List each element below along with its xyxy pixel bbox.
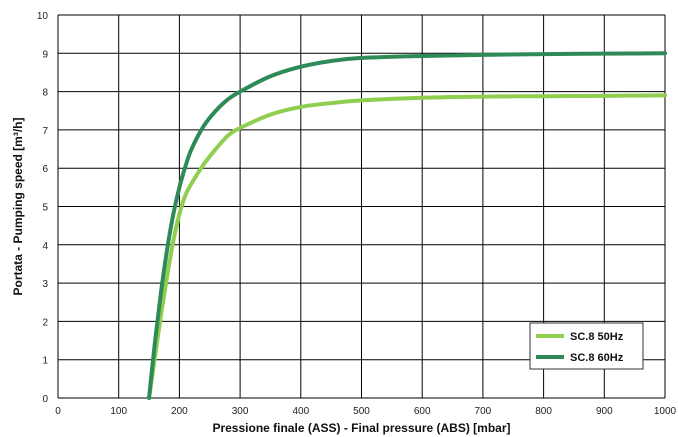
x-tick-label: 900 (596, 406, 613, 417)
y-axis-title: Portata - Pumping speed [m³/h] (11, 117, 25, 295)
x-tick-label: 700 (475, 406, 492, 417)
x-tick-label: 300 (232, 406, 249, 417)
y-tick-label: 8 (42, 88, 48, 99)
y-tick-label: 2 (42, 317, 48, 328)
y-axis-ticks: 0 1 2 3 4 5 6 7 8 9 10 (37, 11, 49, 405)
x-tick-label: 100 (110, 406, 127, 417)
legend-box (529, 322, 644, 370)
y-tick-label: 0 (42, 394, 48, 405)
series-line-sc-8-60hz (147, 51, 667, 400)
y-tick-label: 6 (42, 164, 48, 175)
series-layer (147, 51, 667, 400)
y-tick-label: 10 (37, 11, 49, 22)
y-tick-label: 1 (42, 356, 48, 367)
x-axis-title: Pressione finale (ASS) - Final pressure … (212, 421, 510, 435)
y-tick-label: 5 (42, 203, 48, 214)
legend-label-sc8-50hz: SC.8 50Hz (570, 331, 624, 343)
x-tick-label: 800 (535, 406, 552, 417)
x-tick-label: 500 (353, 406, 370, 417)
series-line-sc-8-50hz (147, 93, 667, 400)
x-tick-label: 0 (55, 406, 61, 417)
y-tick-label: 7 (42, 126, 48, 137)
x-axis-ticks: 0 100 200 300 400 500 600 700 800 900 1000 (55, 406, 676, 417)
legend-label-sc8-60hz: SC.8 60Hz (570, 352, 624, 364)
y-tick-label: 9 (42, 49, 48, 60)
x-tick-label: 600 (414, 406, 431, 417)
y-tick-label: 3 (42, 279, 48, 290)
legend: SC.8 50Hz SC.8 60Hz (529, 322, 644, 370)
x-tick-label: 1000 (654, 406, 677, 417)
y-tick-label: 4 (42, 241, 48, 252)
x-tick-label: 400 (292, 406, 309, 417)
x-tick-label: 200 (171, 406, 188, 417)
